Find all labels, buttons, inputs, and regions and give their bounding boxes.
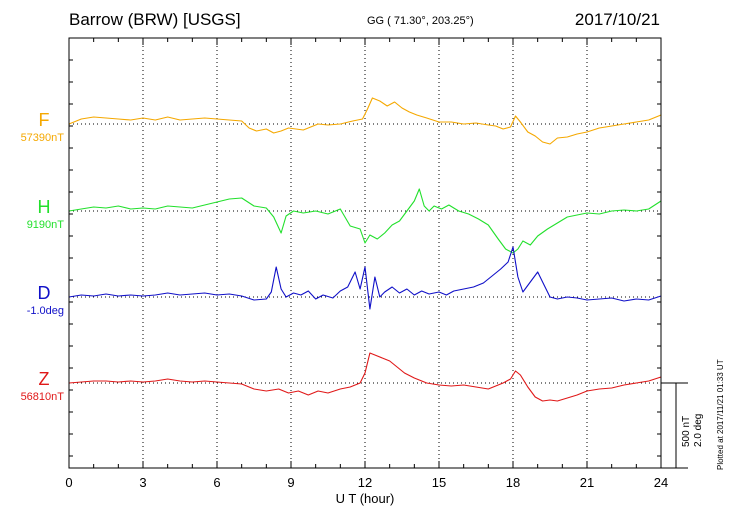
baseline-label-z: 56810nT (20, 391, 64, 403)
series-h-line (68, 188, 662, 254)
station-title: Barrow (BRW) [USGS] (69, 10, 241, 29)
scale-nt-label: 500 nT (681, 415, 692, 447)
station-coordinates: GG ( 71.30°, 203.25°) (367, 15, 474, 27)
series-z-line (68, 352, 662, 402)
component-label-d: D (37, 283, 51, 303)
plotted-timestamp: Plotted at 2017/11/21 01:33 UT (716, 359, 725, 470)
component-label-z: Z (38, 369, 50, 389)
x-tick-label: 18 (505, 475, 521, 490)
series-lines (68, 97, 662, 402)
baseline-label-d: -1.0deg (26, 305, 64, 317)
series-d-line (68, 246, 662, 310)
x-tick-label: 15 (431, 475, 447, 490)
grid-lines (69, 38, 661, 468)
x-tick-label: 24 (653, 475, 669, 490)
scale-deg-label: 2.0 deg (693, 413, 704, 447)
series-f-line (68, 97, 662, 145)
x-tick-label: 12 (357, 475, 373, 490)
x-tick-label: 3 (139, 475, 147, 490)
component-label-f: F (38, 110, 50, 130)
baseline-label-f: 57390nT (20, 132, 64, 144)
x-tick-label: 6 (213, 475, 221, 490)
x-axis-label: U T (hour) (335, 491, 395, 506)
baseline-label-h: 9190nT (26, 219, 64, 231)
x-tick-label: 0 (65, 475, 73, 490)
plot-frame (68, 37, 688, 469)
plot-date: 2017/10/21 (574, 10, 660, 29)
x-tick-label: 21 (579, 475, 595, 490)
x-tick-label: 9 (287, 475, 295, 490)
component-label-h: H (37, 197, 51, 217)
